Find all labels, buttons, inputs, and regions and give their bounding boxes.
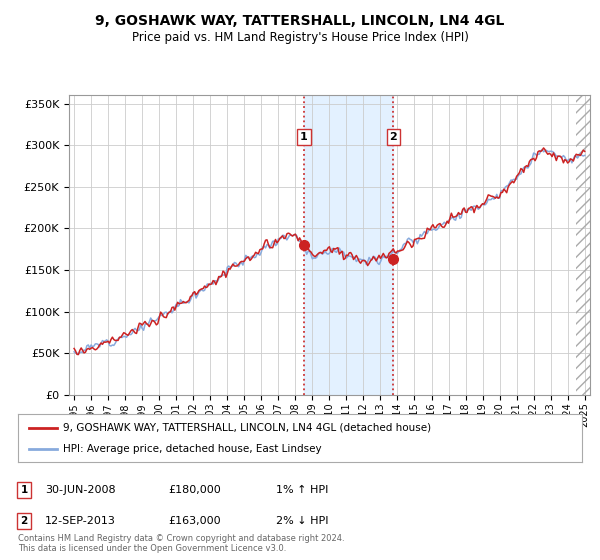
Text: £163,000: £163,000 (168, 516, 221, 526)
Bar (576, 95, 590, 395)
Text: 30-JUN-2008: 30-JUN-2008 (45, 485, 116, 495)
Text: 9, GOSHAWK WAY, TATTERSHALL, LINCOLN, LN4 4GL (detached house): 9, GOSHAWK WAY, TATTERSHALL, LINCOLN, LN… (63, 423, 431, 433)
Text: 1: 1 (300, 132, 308, 142)
Text: 2: 2 (389, 132, 397, 142)
Text: 12-SEP-2013: 12-SEP-2013 (45, 516, 116, 526)
Text: Price paid vs. HM Land Registry's House Price Index (HPI): Price paid vs. HM Land Registry's House … (131, 31, 469, 44)
Bar (576, 95, 590, 395)
Bar (304, 95, 393, 395)
Text: 2: 2 (20, 516, 28, 526)
Text: 1% ↑ HPI: 1% ↑ HPI (276, 485, 328, 495)
Text: 1: 1 (20, 485, 28, 495)
Text: £180,000: £180,000 (168, 485, 221, 495)
Text: HPI: Average price, detached house, East Lindsey: HPI: Average price, detached house, East… (63, 444, 322, 454)
Text: 9, GOSHAWK WAY, TATTERSHALL, LINCOLN, LN4 4GL: 9, GOSHAWK WAY, TATTERSHALL, LINCOLN, LN… (95, 14, 505, 28)
Text: 2% ↓ HPI: 2% ↓ HPI (276, 516, 329, 526)
Text: Contains HM Land Registry data © Crown copyright and database right 2024.
This d: Contains HM Land Registry data © Crown c… (18, 534, 344, 553)
